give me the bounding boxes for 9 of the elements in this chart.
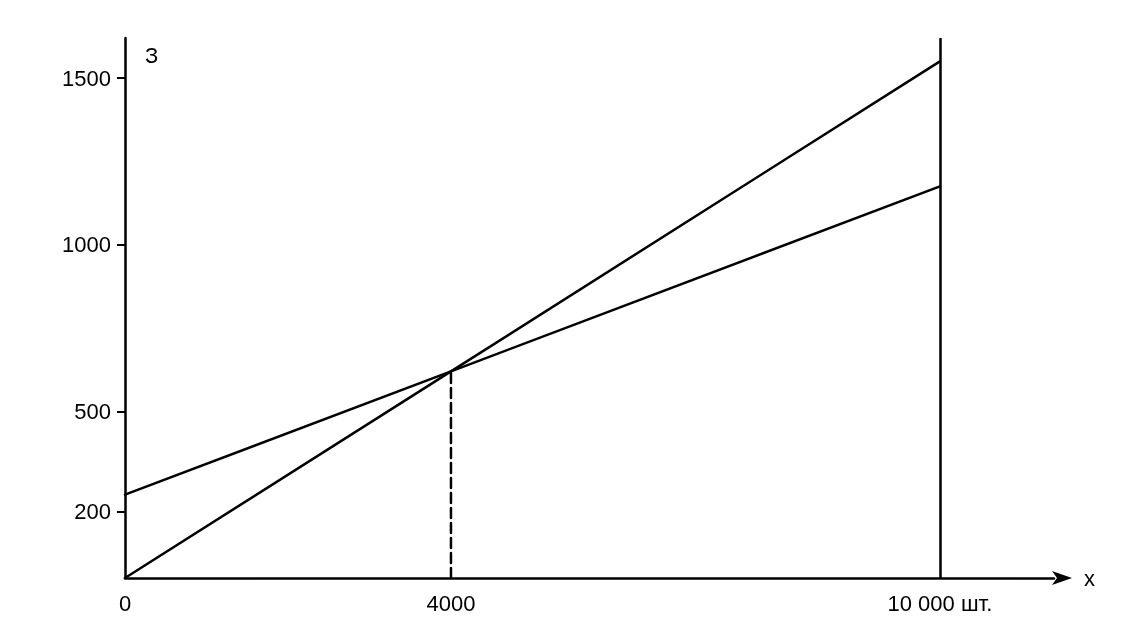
y-tick-label: 200 (74, 498, 111, 524)
y-tick-label: 500 (74, 398, 111, 424)
x-tick-label: 10 000 шт. (887, 590, 993, 616)
x-tick-label: 4000 (426, 590, 476, 616)
y-tick-label: 1000 (62, 232, 111, 258)
y-tick-label: 1500 (62, 65, 111, 91)
x-axis-title: x (1084, 565, 1095, 591)
x-tick-label: 0 (118, 590, 132, 616)
y-axis-title: З (145, 42, 159, 68)
